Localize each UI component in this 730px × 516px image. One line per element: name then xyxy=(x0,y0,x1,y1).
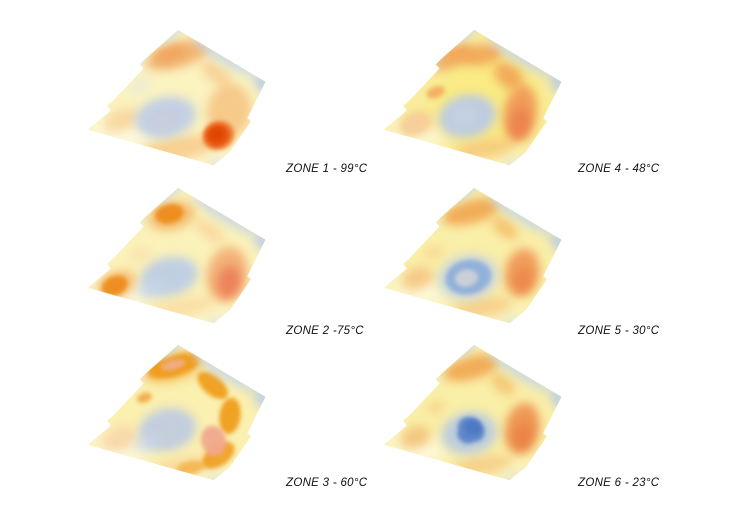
zone-4-label: ZONE 4 - 48°C xyxy=(578,163,660,175)
zone-6-label: ZONE 6 - 23°C xyxy=(578,477,660,489)
zone-2-heatmap xyxy=(87,187,266,324)
zone-3-label: ZONE 3 - 60°C xyxy=(286,477,368,489)
zone-5-label: ZONE 5 - 30°C xyxy=(578,325,660,337)
zone-1-heatmap xyxy=(87,29,266,166)
zone-6-heatmap xyxy=(383,344,562,481)
zone-5-heatmap xyxy=(383,187,562,324)
zone-2-label: ZONE 2 -75°C xyxy=(286,325,364,337)
zone-3-heatmap xyxy=(87,344,266,481)
zone-4-heatmap xyxy=(383,29,562,166)
zone-1-label: ZONE 1 - 99°C xyxy=(286,163,368,175)
